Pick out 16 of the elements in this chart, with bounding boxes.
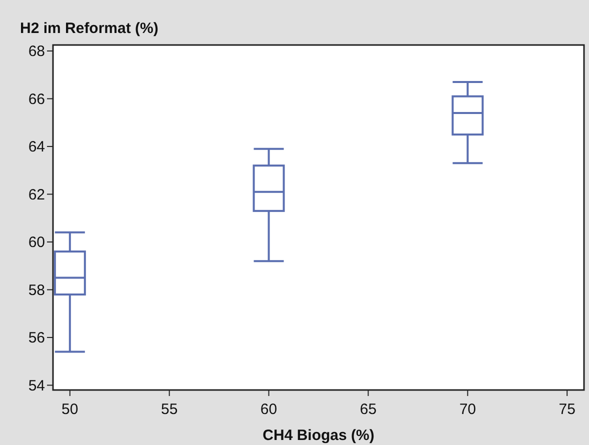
y-tick-label: 68 [28,43,45,60]
y-tick-label: 54 [28,377,45,394]
x-axis-title: CH4 Biogas (%) [262,427,374,444]
y-tick-label: 60 [28,234,45,252]
x-tick-label: 75 [558,401,576,418]
y-tick-label: 66 [28,90,45,108]
x-tick-label: 65 [360,401,377,418]
x-tick-label: 50 [62,401,78,418]
x-tick-label: 55 [161,401,178,418]
y-tick-label: 64 [28,138,45,156]
y-axis-title: H2 im Reformat (%) [20,20,158,37]
y-tick-label: 62 [28,186,45,204]
y-tick-label: 58 [28,282,45,299]
x-tick-label: 70 [459,401,476,418]
x-tick-label: 60 [260,401,278,418]
y-tick-label: 56 [28,330,45,347]
